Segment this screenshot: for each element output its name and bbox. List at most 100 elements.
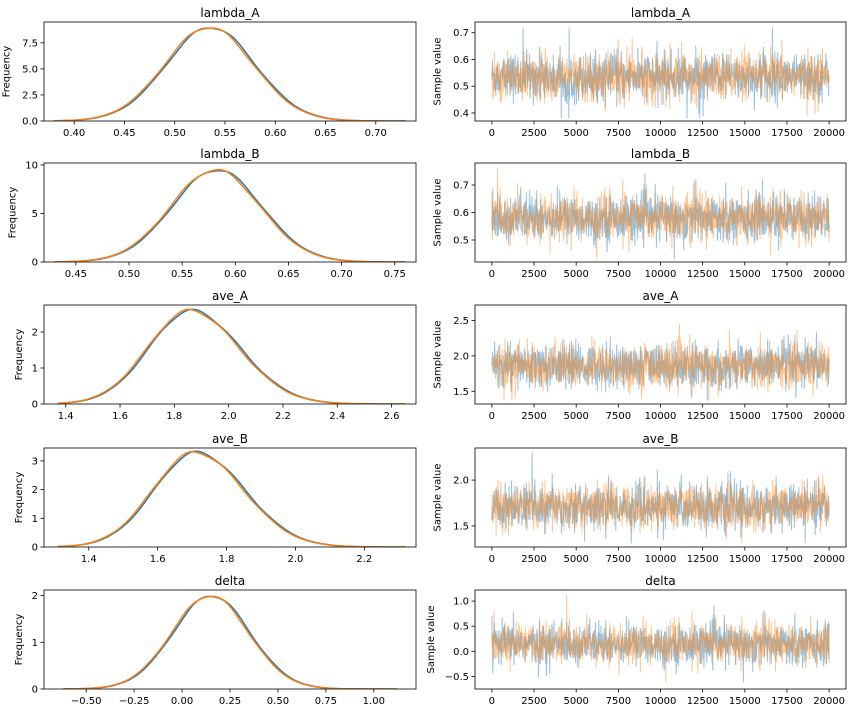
axes-frame [43,21,417,122]
plot-area [491,452,830,544]
y-tick-label: 0.0 [22,117,38,128]
axes-frame [43,447,417,548]
x-tick-label: 10000 [645,128,677,139]
x-tick-label: 7500 [606,696,631,707]
panel-title: lambda_B [631,147,690,161]
y-tick-label: 0.0 [453,647,469,658]
y-tick-label: 0.4 [453,108,469,119]
panel-title: ave_A [642,289,679,303]
y-tick-label: 10 [25,160,38,171]
y-axis-label: Sample value [432,464,443,532]
y-tick-label: 2 [32,485,38,496]
trace-panel-delta: 0 2500 5000 7500 10000 12500 15000 17500 20000 −0… [426,574,847,707]
trace-line-chain-1 [491,452,830,544]
x-tick-label: 2500 [521,554,546,565]
x-tick-label: 7500 [606,269,631,280]
x-tick-label: 0.75 [315,696,337,707]
y-tick-label: 0.7 [453,28,469,39]
x-tick-label: 0.50 [164,128,186,139]
trace-panel-lambda-b: 0 2500 5000 7500 10000 12500 15000 17500 20000 0.… [432,147,847,280]
x-tick-label: 0 [489,554,495,565]
panel-title: ave_B [642,432,678,446]
x-tick-label: 0.45 [65,269,87,280]
x-tick-label: 17500 [771,411,803,422]
plot-area [57,308,406,404]
y-tick-label: 0.6 [453,208,469,219]
panel-title: ave_B [212,432,248,446]
x-tick-label: 0.55 [171,269,193,280]
x-tick-label: 20000 [813,554,845,565]
y-tick-label: 0.5 [453,622,469,633]
trace-line-chain-2 [491,168,830,260]
y-tick-label: 7.5 [22,38,38,49]
x-tick-label: 17500 [771,269,803,280]
x-tick-label: 7500 [606,128,631,139]
y-tick-label: 5.0 [22,64,38,75]
y-axis-label: Sample value [432,321,443,389]
trace-line-chain-1 [491,27,830,119]
plot-area [491,323,830,401]
y-axis-label: Frequency [1,46,12,98]
y-tick-label: 1.5 [453,521,469,532]
x-tick-label: 2500 [521,696,546,707]
x-tick-label: 2.0 [287,554,303,565]
axes-frame [43,162,417,263]
x-tick-label: 2.2 [356,554,372,565]
x-tick-label: 15000 [729,696,761,707]
panel-title: delta [215,574,245,588]
x-tick-label: 0.65 [277,269,299,280]
y-axis-label: Frequency [14,329,25,381]
x-tick-label: 12500 [687,269,719,280]
kde-line-chain-1 [57,308,406,404]
y-tick-label: 0.5 [453,236,469,247]
x-tick-label: −0.50 [71,696,102,707]
x-tick-label: 0.25 [219,696,241,707]
panel-title: delta [645,574,675,588]
x-tick-label: 0.00 [171,696,193,707]
y-tick-label: 1.5 [453,387,469,398]
x-tick-label: 1.8 [219,554,235,565]
x-tick-label: 5000 [563,411,588,422]
trace-panel-ave-b: 0 2500 5000 7500 10000 12500 15000 17500 20000 1.… [432,432,847,565]
x-tick-label: 10000 [645,269,677,280]
x-tick-label: 5000 [563,128,588,139]
trace-line-chain-1 [491,173,830,260]
trace-line-chain-1 [491,331,830,401]
y-axis-label: Sample value [426,606,437,674]
trace-line-chain-1 [491,605,830,683]
y-tick-label: 3 [32,456,38,467]
x-tick-label: 1.4 [58,411,74,422]
x-tick-label: 15000 [729,554,761,565]
plot-area [491,27,830,119]
kde-line-chain-2 [63,595,397,689]
x-tick-label: 2.0 [221,411,237,422]
trace-line-chain-2 [491,37,830,116]
trace-panel-lambda-a: 0 2500 5000 7500 10000 12500 15000 17500 20000 0.… [432,6,847,139]
x-tick-label: 17500 [771,554,803,565]
x-tick-label: 1.6 [112,411,128,422]
x-tick-label: 15000 [729,128,761,139]
plot-area [54,27,406,121]
x-tick-label: 1.00 [363,696,385,707]
y-axis-label: Frequency [14,614,25,666]
y-axis-label: Sample value [432,179,443,247]
y-tick-label: 1.0 [453,597,469,608]
x-tick-label: 0.75 [384,269,406,280]
x-tick-label: 1.4 [81,554,97,565]
x-tick-label: 0.50 [267,696,289,707]
y-tick-label: 0 [32,685,38,696]
x-tick-label: 7500 [606,554,631,565]
y-tick-label: 0.7 [453,181,469,192]
y-tick-label: 2 [32,591,38,602]
y-tick-label: 1 [32,364,38,375]
x-tick-label: 12500 [687,411,719,422]
kde-line-chain-1 [57,450,406,547]
x-tick-label: 20000 [813,411,845,422]
x-tick-label: 5000 [563,554,588,565]
y-tick-label: 2.0 [453,476,469,487]
trace-line-chain-2 [491,323,830,401]
x-tick-label: 2500 [521,411,546,422]
kde-panel-lambda-a: 0.40 0.45 0.50 0.55 0.60 0.65 0.70 0.0 2.5 5.0 7.5… [1,6,417,139]
y-tick-label: 0 [32,543,38,554]
axes-frame [43,304,417,405]
